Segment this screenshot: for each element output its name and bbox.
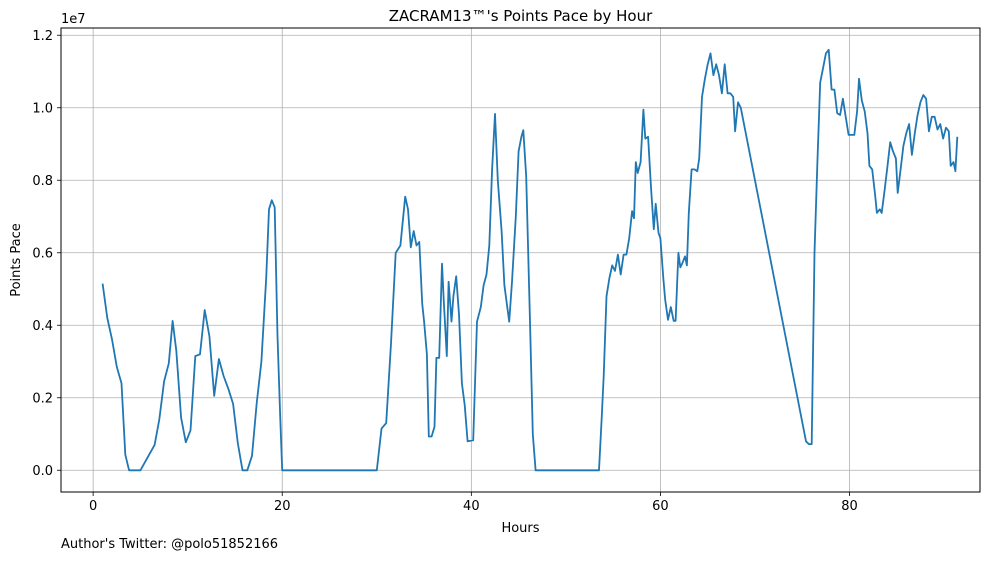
y-axis-offset-label: 1e7: [61, 12, 86, 27]
series-line-0: [101, 48, 959, 472]
y-tick-label: 1.0: [32, 101, 53, 116]
y-tick-label: 0.0: [32, 464, 53, 479]
y-tick-label: 0.2: [32, 391, 53, 406]
x-tick-label: 60: [652, 499, 669, 514]
x-tick-label: 0: [89, 499, 97, 514]
series-layer: [101, 48, 959, 472]
y-axis-label: Points Pace: [9, 223, 24, 297]
x-tick-label: 20: [274, 499, 291, 514]
y-tick-label: 0.4: [32, 319, 53, 334]
axis-ticks: 0 20 40 60 80 0.0 0.2 0.4 0.6 0.8 1.0 1.2: [32, 29, 857, 514]
x-axis-label: Hours: [501, 521, 539, 536]
plot-frame: [60, 27, 981, 493]
x-tick-label: 40: [463, 499, 480, 514]
chart-title: ZACRAM13™'s Points Pace by Hour: [389, 7, 653, 25]
y-tick-label: 0.6: [32, 246, 53, 261]
y-tick-label: 1.2: [32, 29, 53, 44]
x-tick-label: 80: [841, 499, 858, 514]
grid-lines: [61, 28, 980, 492]
y-tick-label: 0.8: [32, 174, 53, 189]
author-note: Author's Twitter: @polo51852166: [61, 537, 279, 552]
